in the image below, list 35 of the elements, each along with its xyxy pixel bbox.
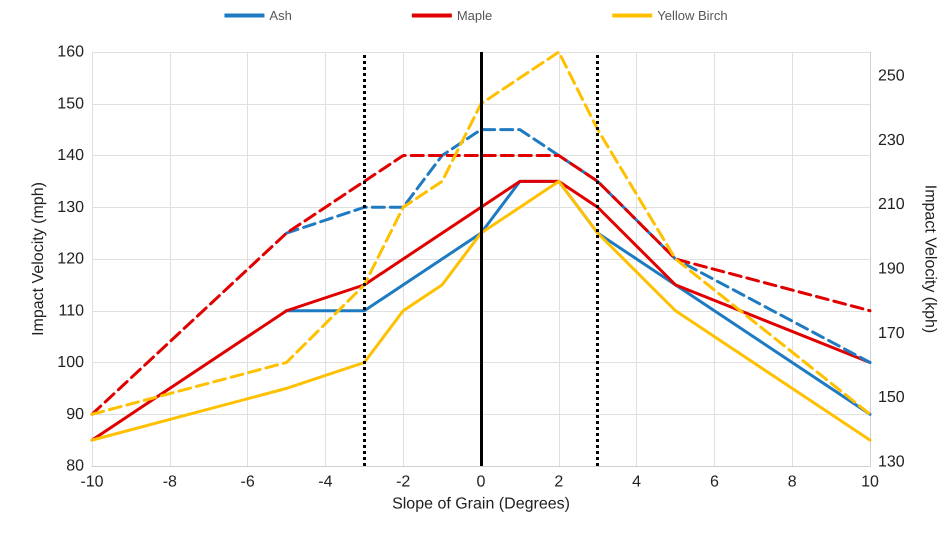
x-tick-label: 10 <box>861 474 879 490</box>
legend-label: Yellow Birch <box>657 8 728 23</box>
y2-tick-label: 130 <box>878 453 905 470</box>
legend-label: Ash <box>269 8 292 23</box>
y-tick-label: 160 <box>57 44 84 60</box>
y2-tick-label: 170 <box>878 324 905 342</box>
y2-tick-label: 250 <box>878 68 905 85</box>
y-axis-title: Impact Velocity (mph) <box>30 182 47 336</box>
x-tick-label: 8 <box>788 474 797 490</box>
y2-tick-label: 210 <box>878 196 905 214</box>
x-axis-title: Slope of Grain (Degrees) <box>392 496 570 512</box>
y-tick-label: 100 <box>57 354 84 371</box>
y-tick-label: 150 <box>57 95 84 112</box>
legend-label: Maple <box>456 8 492 23</box>
x-tick-label: 6 <box>710 474 719 490</box>
x-tick-label: -8 <box>162 474 178 490</box>
line-series <box>90 154 872 416</box>
y2-tick-label: 230 <box>878 132 905 149</box>
y-tick-label: 130 <box>57 198 84 216</box>
y-tick-label: 80 <box>66 458 84 474</box>
y-tick-label: 110 <box>58 302 84 320</box>
y-tick-label: 140 <box>57 147 84 164</box>
y-tick-label: 120 <box>57 250 84 268</box>
x-tick-label: -2 <box>396 474 410 490</box>
line-series <box>285 128 872 364</box>
x-tick-label: 0 <box>476 474 486 490</box>
y2-tick-label: 190 <box>878 260 905 278</box>
x-tick-label: -10 <box>80 474 104 490</box>
x-tick-label: -4 <box>318 474 333 490</box>
x-tick-label: 2 <box>554 474 564 490</box>
y2-tick-label: 150 <box>878 389 905 406</box>
y-tick-label: 90 <box>66 406 84 423</box>
y2-axis-title: Impact Velocity (kph) <box>922 184 938 334</box>
x-tick-label: -6 <box>240 474 255 490</box>
x-tick-label: 4 <box>632 474 642 490</box>
